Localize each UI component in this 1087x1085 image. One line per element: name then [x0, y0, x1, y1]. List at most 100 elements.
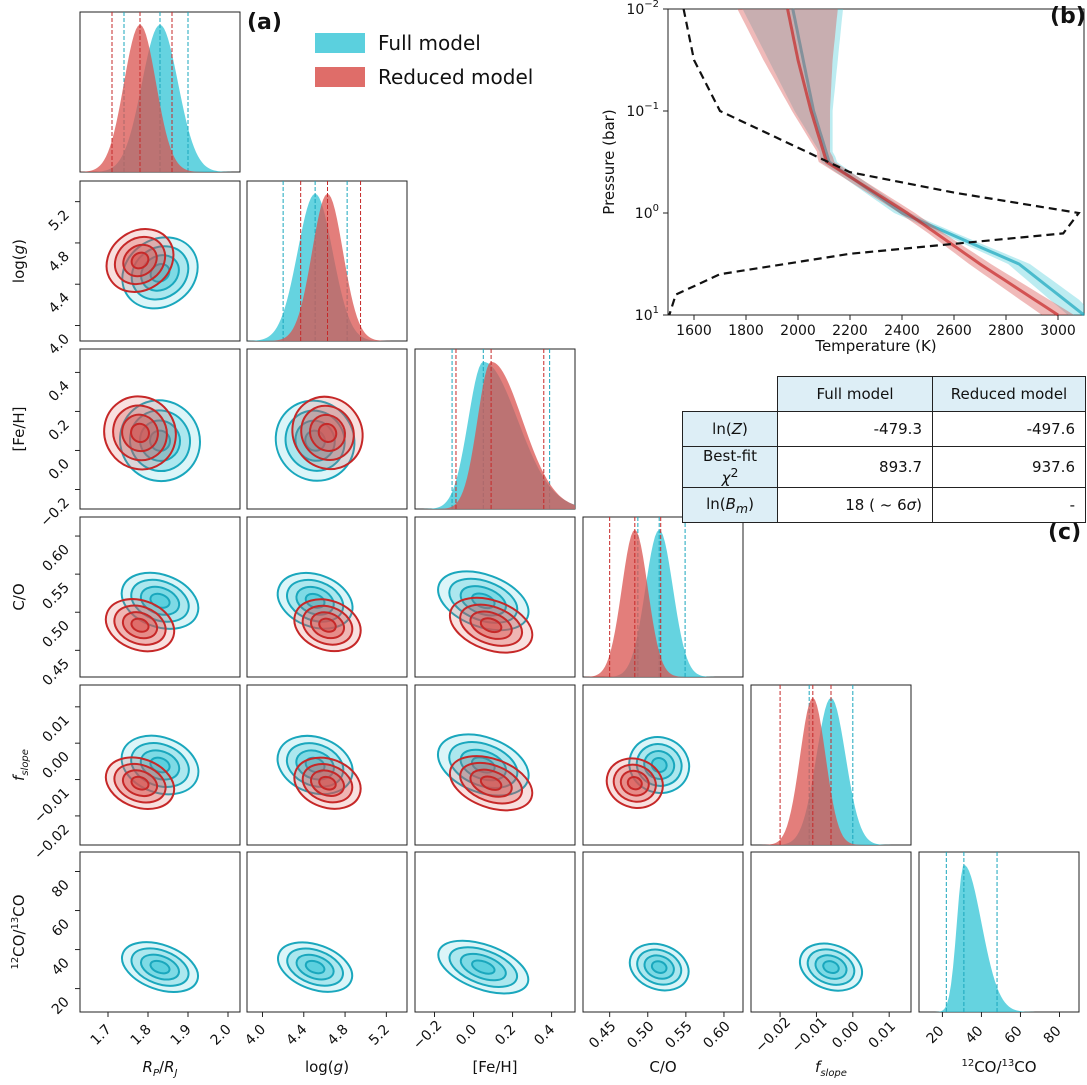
contour-reduced-model — [130, 775, 150, 791]
y-tick-label: 0.00 — [39, 749, 72, 782]
x-tick-label: 0.01 — [866, 1018, 899, 1051]
y-tick-label: 4.4 — [46, 290, 73, 317]
contour-full-model — [822, 960, 840, 975]
contour-full-model — [471, 959, 496, 975]
pt-y-tick-label: 10−2 — [626, 0, 659, 18]
x-tick-label: 20 — [924, 1023, 948, 1047]
legend-label-full: Full model — [378, 31, 481, 55]
table-cell: -497.6 — [932, 411, 1086, 447]
legend-swatch-reduced — [315, 67, 365, 87]
x-tick-label: 2.0 — [208, 1022, 235, 1049]
contour-full-model — [650, 960, 668, 974]
contour-reduced-model — [130, 422, 150, 444]
pt-x-tick-label: 1800 — [728, 323, 764, 339]
x-axis-label: 12CO/13CO — [961, 1058, 1036, 1076]
x-tick-label: 4.0 — [242, 1022, 269, 1049]
y-tick-label: 0.45 — [39, 656, 72, 689]
density-full-model — [583, 529, 743, 677]
pt-x-tick-label: 3000 — [1040, 323, 1076, 339]
x-tick-label: −0.2 — [410, 1017, 445, 1052]
x-tick-label: 0.0 — [453, 1022, 480, 1049]
pt-y-tick-label: 10−1 — [626, 101, 659, 120]
contour-reduced-model — [130, 617, 150, 633]
table-row-label: ln(Z) — [682, 411, 778, 447]
table-row-label: Best-fit χ2 — [682, 446, 778, 488]
pt-x-tick-label: 2800 — [988, 323, 1024, 339]
pt-x-tick-label: 2400 — [884, 323, 920, 339]
y-tick-label: 0.55 — [39, 580, 72, 613]
x-tick-label: 0.4 — [531, 1022, 558, 1049]
contour-reduced-model — [318, 775, 337, 791]
table-corner — [683, 377, 778, 412]
contour-full-model — [149, 959, 171, 975]
x-tick-label: −0.01 — [789, 1014, 831, 1056]
pt-y-tick-label: 101 — [635, 305, 659, 324]
legend-label-reduced: Reduced model — [378, 65, 533, 89]
y-axis-label: fslope — [10, 749, 31, 781]
x-axis-label: fslope — [815, 1058, 847, 1079]
y-tick-label: −0.01 — [31, 785, 73, 827]
density-reduced-model — [80, 24, 240, 172]
y-tick-label: 0.01 — [39, 712, 72, 745]
x-tick-label: 1.7 — [88, 1022, 115, 1049]
pt-y-tick-label: 100 — [635, 203, 659, 222]
table-row: ln(Z) -479.3 -497.6 — [682, 411, 1086, 447]
table-cell: 937.6 — [932, 446, 1086, 488]
table-cell: 893.7 — [777, 446, 933, 488]
panel-label-b: (b) — [1050, 4, 1086, 29]
corner-panel-frame — [414, 516, 576, 678]
legend-swatch-full — [315, 33, 365, 53]
pt-x-tick-label: 2600 — [936, 323, 972, 339]
y-axis-label: C/O — [10, 583, 28, 610]
contour-reduced-model — [318, 617, 337, 633]
y-tick-label: 0.0 — [46, 456, 73, 483]
contour-reduced-model — [626, 776, 643, 791]
x-tick-label: 80 — [1041, 1023, 1065, 1047]
y-tick-label: 0.2 — [46, 417, 73, 444]
pt-band-full-model — [742, 9, 1084, 315]
table-cell: - — [932, 487, 1086, 523]
corner-panel-frame — [414, 851, 576, 1013]
x-axis-label: C/O — [649, 1058, 676, 1076]
contour-full-model — [470, 756, 496, 774]
table-row: Best-fit χ2 893.7 937.6 — [682, 446, 1086, 488]
x-tick-label: 40 — [963, 1023, 987, 1047]
y-tick-label: 0.4 — [46, 378, 73, 405]
contour-reduced-model — [479, 775, 503, 791]
evidence-table: Full model Reduced model ln(Z) -479.3 -4… — [682, 376, 1086, 523]
pt-band-reduced-model — [737, 9, 1075, 315]
x-tick-label: 0.60 — [700, 1018, 733, 1051]
corner-panel-frame — [918, 851, 1080, 1013]
x-tick-label: 0.00 — [829, 1018, 862, 1051]
density-reduced-model — [751, 697, 911, 845]
contour-reduced-model — [130, 251, 150, 270]
pt-y-axis-label: Pressure (bar) — [600, 109, 618, 214]
x-tick-label: 5.2 — [366, 1022, 393, 1049]
x-tick-label: 0.50 — [624, 1018, 657, 1051]
density-reduced-model — [415, 361, 575, 509]
x-tick-label: 0.45 — [586, 1018, 619, 1051]
y-tick-label: 20 — [49, 994, 73, 1018]
y-tick-label: 4.8 — [46, 248, 73, 275]
table-cell: -479.3 — [777, 411, 933, 447]
pt-x-axis-label: Temperature (K) — [814, 337, 936, 355]
pt-x-tick-label: 2200 — [832, 323, 868, 339]
y-tick-label: −0.02 — [31, 821, 73, 863]
pt-panel-frame — [667, 8, 1085, 316]
y-axis-label: log(g) — [10, 239, 28, 283]
table-header-full: Full model — [777, 376, 933, 412]
y-tick-label: 0.50 — [39, 618, 72, 651]
pt-x-tick-label: 1600 — [676, 323, 712, 339]
pt-x-tick-label: 2000 — [780, 323, 816, 339]
density-full-model — [919, 865, 1079, 1012]
corner-panel-frame — [582, 851, 744, 1013]
y-tick-label: 0.60 — [39, 542, 72, 575]
contour-reduced-model — [479, 617, 503, 634]
x-tick-label: 4.4 — [283, 1022, 310, 1049]
x-axis-label: [Fe/H] — [472, 1058, 517, 1076]
x-tick-label: 4.8 — [325, 1022, 352, 1049]
x-tick-label: 60 — [1002, 1023, 1026, 1047]
x-tick-label: −0.02 — [752, 1014, 794, 1056]
y-tick-label: 40 — [49, 955, 73, 979]
